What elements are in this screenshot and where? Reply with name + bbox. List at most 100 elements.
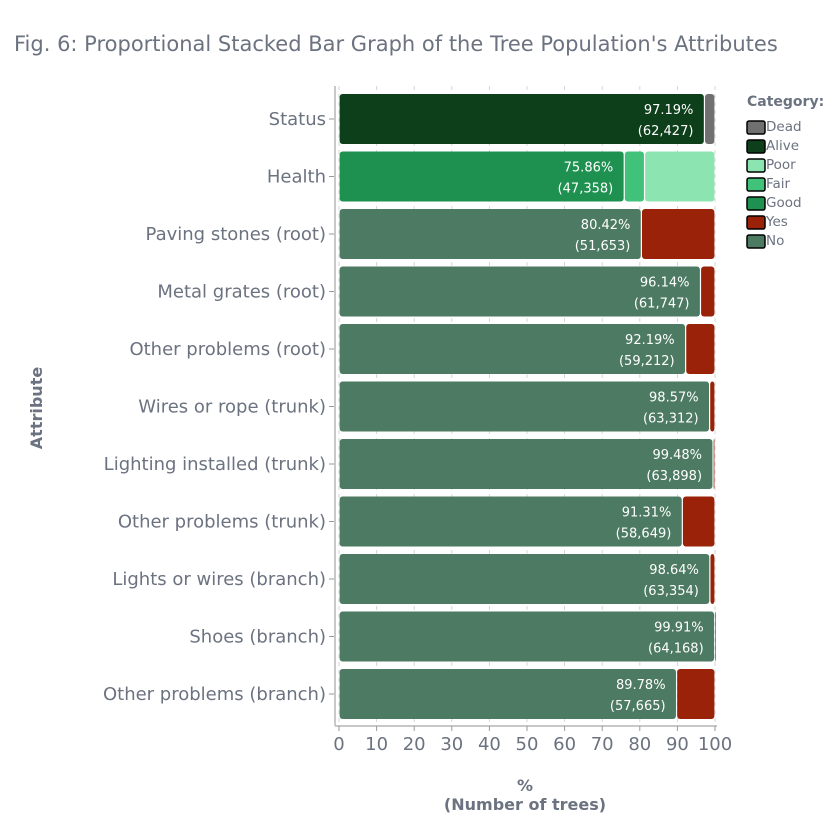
bar-row: Shoes (branch) 99.91% (64,168): [189, 611, 716, 662]
x-tick-label: 60: [553, 734, 576, 755]
legend-swatch: [746, 158, 766, 173]
legend-swatch: [746, 196, 766, 211]
legend-item: No: [746, 233, 784, 249]
bar-row: Other problems (branch) 89.78% (57,665): [103, 669, 715, 719]
bar-segment-no: [339, 669, 676, 719]
legend-label: No: [766, 233, 784, 249]
data-label-percent: 98.57%: [649, 391, 699, 406]
x-axis-subtitle: (Number of trees): [444, 795, 606, 814]
bar-segment-yes: [682, 496, 715, 547]
bar-segment-yes: [713, 439, 715, 489]
data-label-count: (57,665): [610, 699, 666, 714]
x-tick-label: 70: [591, 734, 614, 755]
bar-row: Other problems (trunk) 91.31% (58,649): [118, 496, 715, 547]
legend-swatch: [746, 139, 766, 154]
data-label-count: (58,649): [616, 527, 672, 542]
bar-segment-yes: [710, 554, 715, 604]
data-label-percent: 97.19%: [644, 103, 694, 118]
data-label-percent: 98.64%: [649, 563, 699, 578]
x-tick-label: 40: [478, 734, 501, 755]
legend-label: Good: [766, 195, 802, 211]
legend-swatch: [746, 177, 766, 192]
data-label-percent: 92.19%: [625, 333, 675, 348]
data-label-count: (62,427): [638, 124, 694, 139]
data-label-count: (63,354): [643, 584, 699, 599]
category-label: Health: [267, 167, 326, 188]
legend-swatch: [746, 120, 766, 135]
data-label-percent: 91.31%: [622, 506, 672, 521]
data-label-percent: 99.91%: [654, 621, 704, 636]
x-tick-label: 20: [403, 734, 426, 755]
data-label-count: (64,168): [648, 642, 704, 657]
bar-segment-poor: [645, 151, 715, 202]
data-label-count: (47,358): [558, 182, 614, 197]
x-tick-label: 0: [333, 734, 344, 755]
category-label: Wires or rope (trunk): [138, 397, 326, 418]
bar-segment-yes: [641, 209, 715, 259]
bar-segment-no: [339, 381, 710, 432]
legend-item: Good: [746, 195, 802, 211]
category-label: Other problems (trunk): [118, 512, 326, 533]
bar-segment-yes: [677, 669, 715, 719]
bars: Status 97.19% (62,427) Health 75.86% (47,358)…: [103, 94, 716, 719]
axes: 0 10 20 30 40 50 60 70 80 90 100: [333, 86, 732, 755]
bar-segment-yes: [710, 381, 715, 432]
bar-segment-yes: [715, 611, 716, 662]
x-axis-title: %: [517, 776, 533, 795]
legend-label: Dead: [766, 119, 802, 135]
bar-segment-no: [339, 266, 700, 317]
category-label: Other problems (root): [129, 339, 326, 360]
legend-item: Dead: [746, 119, 802, 135]
bar-segment-no: [339, 209, 641, 259]
x-tick-label: 10: [365, 734, 388, 755]
bar-segment-no: [339, 496, 682, 547]
bar-segment-no: [339, 324, 686, 374]
bar-segment-no: [339, 554, 710, 604]
legend-label: Poor: [766, 157, 796, 173]
data-label-percent: 80.42%: [581, 218, 631, 233]
bar-row: Lights or wires (branch) 98.64% (63,354): [112, 554, 715, 604]
legend-item: Fair: [746, 176, 791, 192]
legend-title: Category:: [747, 94, 824, 110]
y-axis-title: Attribute: [27, 367, 46, 450]
x-tick-label: 80: [628, 734, 651, 755]
data-label-count: (61,747): [634, 297, 690, 312]
category-label: Lighting installed (trunk): [104, 454, 326, 475]
chart-title: Fig. 6: Proportional Stacked Bar Graph o…: [14, 32, 778, 56]
category-label: Lights or wires (branch): [112, 569, 326, 590]
bar-segment-alive: [339, 94, 704, 144]
x-tick-label: 90: [666, 734, 689, 755]
legend: Category: Dead Alive Poor Fair Good Yes No: [746, 94, 824, 249]
bar-segment-good: [339, 151, 624, 202]
bar-row: Paving stones (root) 80.42% (51,653): [146, 209, 715, 259]
bar-row: Status 97.19% (62,427): [269, 94, 715, 144]
bar-segment-no: [339, 611, 715, 662]
data-label-count: (51,653): [575, 239, 631, 254]
legend-label: Alive: [766, 138, 799, 154]
data-label-percent: 99.48%: [652, 448, 702, 463]
x-tick-label: 100: [698, 734, 732, 755]
bar-segment-no: [339, 439, 713, 489]
category-label: Paving stones (root): [146, 224, 326, 245]
data-label-percent: 75.86%: [564, 161, 614, 176]
bar-segment-yes: [686, 324, 715, 374]
category-label: Metal grates (root): [157, 282, 326, 303]
data-label-percent: 96.14%: [640, 276, 690, 291]
legend-item: Poor: [746, 157, 796, 173]
bar-row: Lighting installed (trunk) 99.48% (63,898): [104, 439, 715, 489]
legend-label: Fair: [766, 176, 791, 192]
legend-item: Alive: [746, 138, 799, 154]
bar-segment-dead: [705, 94, 715, 144]
legend-label: Yes: [765, 214, 788, 230]
bar-row: Health 75.86% (47,358): [267, 151, 715, 202]
data-label-count: (63,312): [643, 412, 699, 427]
bar-row: Metal grates (root) 96.14% (61,747): [157, 266, 715, 317]
x-tick-label: 50: [516, 734, 539, 755]
data-label-count: (63,898): [646, 469, 702, 484]
category-label: Shoes (branch): [189, 627, 326, 648]
legend-swatch: [746, 215, 766, 230]
bar-segment-yes: [701, 266, 715, 317]
category-label: Other problems (branch): [103, 684, 326, 705]
category-label: Status: [269, 109, 326, 130]
